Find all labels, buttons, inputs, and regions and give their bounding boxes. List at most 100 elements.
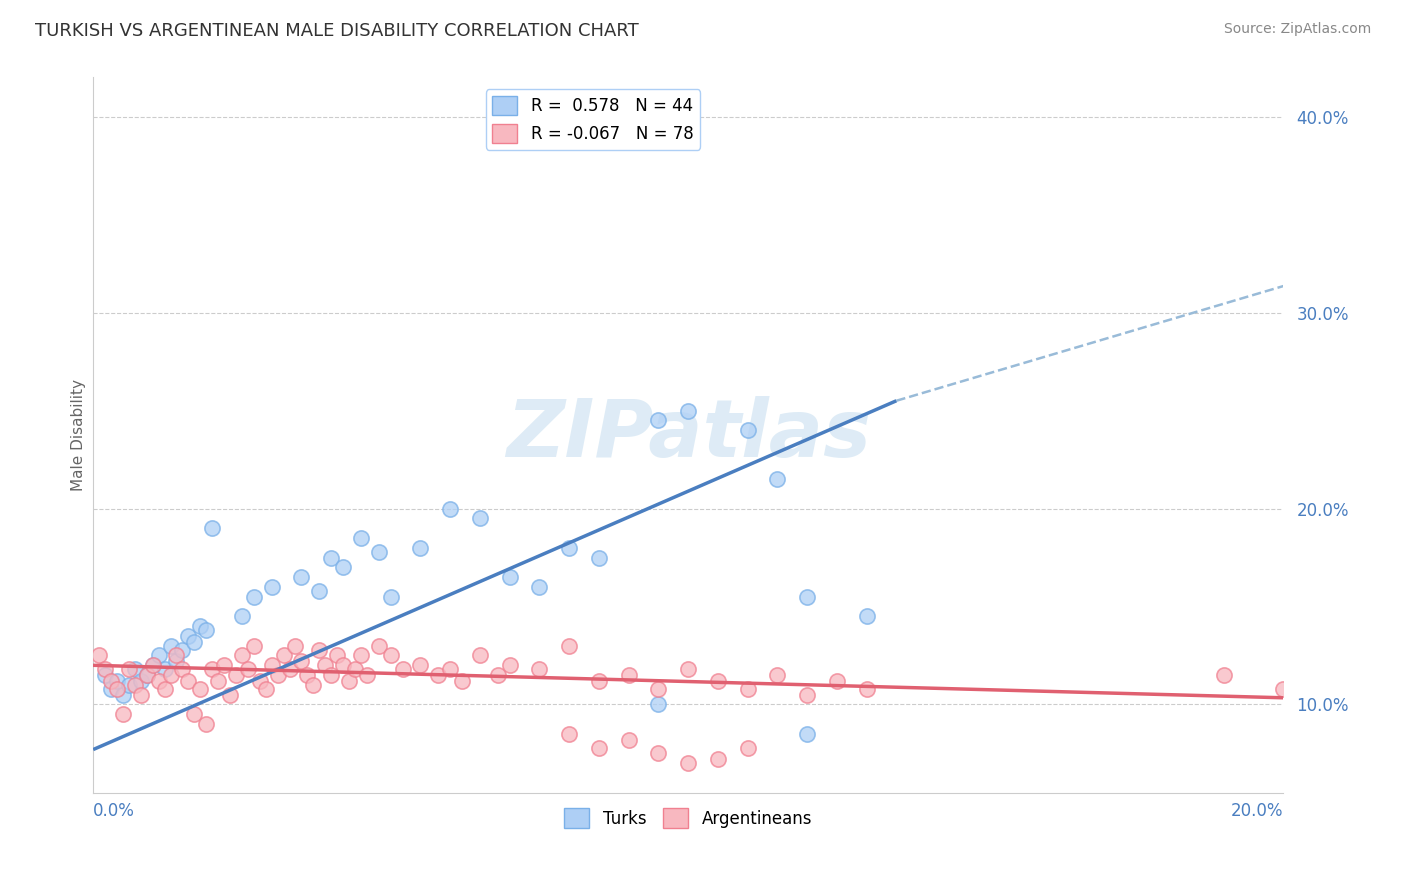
Point [89, 648, 111, 663]
Point [380, 648, 402, 663]
Point [201, 662, 224, 676]
Point [391, 662, 413, 676]
Point [350, 648, 373, 663]
Point [409, 541, 432, 555]
Point [350, 531, 373, 545]
Point [124, 662, 146, 676]
Text: 20.0%: 20.0% [1230, 803, 1284, 821]
Point [427, 668, 450, 682]
Point [166, 648, 188, 663]
Point [529, 580, 551, 594]
Point [647, 681, 669, 696]
Point [468, 511, 491, 525]
Point [468, 648, 491, 663]
Point [529, 662, 551, 676]
Point [142, 658, 165, 673]
Point [766, 472, 789, 486]
Point [172, 662, 194, 676]
Point [737, 423, 759, 437]
Point [451, 673, 474, 688]
Point [439, 501, 461, 516]
Point [380, 590, 402, 604]
Point [236, 662, 259, 676]
Point [498, 658, 520, 673]
Point [617, 732, 640, 747]
Text: ZIPatlas: ZIPatlas [506, 396, 870, 474]
Point [707, 673, 730, 688]
Point [498, 570, 520, 584]
Point [135, 668, 157, 682]
Point [558, 639, 581, 653]
Point [321, 668, 343, 682]
Point [647, 747, 669, 761]
Point [796, 688, 818, 702]
Point [118, 662, 141, 676]
Y-axis label: Male Disability: Male Disability [72, 379, 86, 491]
Point [297, 668, 319, 682]
Point [249, 673, 271, 688]
Point [105, 681, 128, 696]
Point [439, 662, 461, 676]
Text: 0.0%: 0.0% [93, 803, 135, 821]
Point [129, 688, 152, 702]
Point [486, 668, 509, 682]
Point [195, 717, 218, 731]
Point [148, 673, 170, 688]
Point [124, 678, 146, 692]
Point [260, 658, 283, 673]
Point [188, 681, 211, 696]
Point [308, 583, 330, 598]
Point [332, 658, 354, 673]
Point [243, 639, 266, 653]
Point [737, 681, 759, 696]
Point [111, 707, 134, 722]
Point [766, 668, 789, 682]
Point [356, 668, 378, 682]
Point [326, 648, 349, 663]
Point [100, 681, 122, 696]
Point [177, 629, 200, 643]
Point [166, 654, 188, 668]
Point [159, 639, 181, 653]
Point [278, 662, 301, 676]
Point [825, 673, 848, 688]
Point [183, 634, 205, 648]
Point [231, 609, 253, 624]
Point [118, 678, 141, 692]
Point [308, 642, 330, 657]
Point [290, 570, 312, 584]
Point [177, 673, 200, 688]
Point [212, 658, 235, 673]
Point [855, 609, 877, 624]
Point [796, 727, 818, 741]
Point [409, 658, 432, 673]
Point [100, 673, 122, 688]
Point [284, 639, 307, 653]
Point [148, 648, 170, 663]
Point [558, 727, 581, 741]
Point [647, 698, 669, 712]
Point [142, 658, 165, 673]
Point [588, 740, 610, 755]
Point [588, 673, 610, 688]
Point [1272, 681, 1295, 696]
Point [219, 688, 242, 702]
Point [243, 590, 266, 604]
Point [231, 648, 253, 663]
Point [332, 560, 354, 574]
Text: TURKISH VS ARGENTINEAN MALE DISABILITY CORRELATION CHART: TURKISH VS ARGENTINEAN MALE DISABILITY C… [35, 22, 638, 40]
Point [172, 642, 194, 657]
Point [737, 740, 759, 755]
Point [201, 521, 224, 535]
Point [254, 681, 277, 696]
Point [302, 678, 325, 692]
Point [617, 668, 640, 682]
Point [188, 619, 211, 633]
Point [796, 590, 818, 604]
Point [314, 658, 336, 673]
Point [195, 623, 218, 637]
Point [647, 413, 669, 427]
Point [260, 580, 283, 594]
Point [343, 662, 366, 676]
Point [153, 662, 176, 676]
